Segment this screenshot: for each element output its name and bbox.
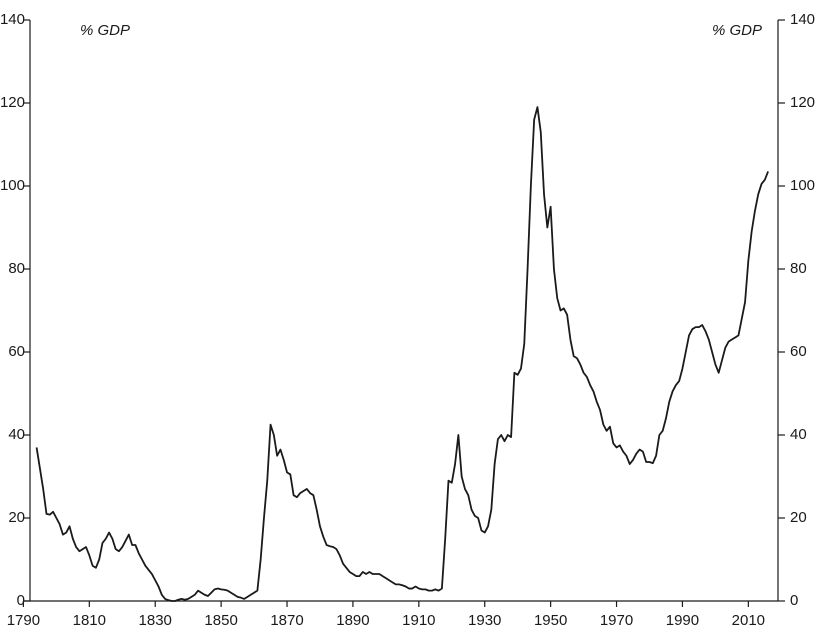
y2-axis-unit: % GDP xyxy=(712,22,762,39)
y-tick-label: 100 xyxy=(0,177,25,194)
y2-tick-label: 60 xyxy=(790,343,807,360)
y-tick-label: 80 xyxy=(8,260,25,277)
y2-tick-label: 80 xyxy=(790,260,807,277)
x-tick-label: 1850 xyxy=(204,612,237,629)
x-tick-label: 1890 xyxy=(336,612,369,629)
y2-tick-label: 40 xyxy=(790,426,807,443)
y-axis-unit: % GDP xyxy=(80,22,130,39)
y2-tick-label: 20 xyxy=(790,509,807,526)
y-tick-label: 140 xyxy=(0,11,25,28)
y-tick-label: 60 xyxy=(8,343,25,360)
y-tick-label: 20 xyxy=(8,509,25,526)
x-tick-label: 1810 xyxy=(73,612,106,629)
data-line xyxy=(35,106,769,602)
x-tick-label: 1870 xyxy=(270,612,303,629)
y2-tick-label: 0 xyxy=(790,592,798,609)
x-tick-label: 1950 xyxy=(534,612,567,629)
x-tick-label: 1790 xyxy=(7,612,40,629)
y2-tick-label: 140 xyxy=(790,11,815,28)
x-tick-label: 1990 xyxy=(666,612,699,629)
x-tick-label: 2010 xyxy=(732,612,765,629)
x-tick-label: 1910 xyxy=(402,612,435,629)
y-tick-label: 40 xyxy=(8,426,25,443)
y-tick-label: 0 xyxy=(17,592,25,609)
x-tick-label: 1830 xyxy=(139,612,172,629)
y2-tick-label: 100 xyxy=(790,177,815,194)
y-tick-label: 120 xyxy=(0,94,25,111)
x-tick-label: 1930 xyxy=(468,612,501,629)
y2-tick-label: 120 xyxy=(790,94,815,111)
x-tick-label: 1970 xyxy=(600,612,633,629)
